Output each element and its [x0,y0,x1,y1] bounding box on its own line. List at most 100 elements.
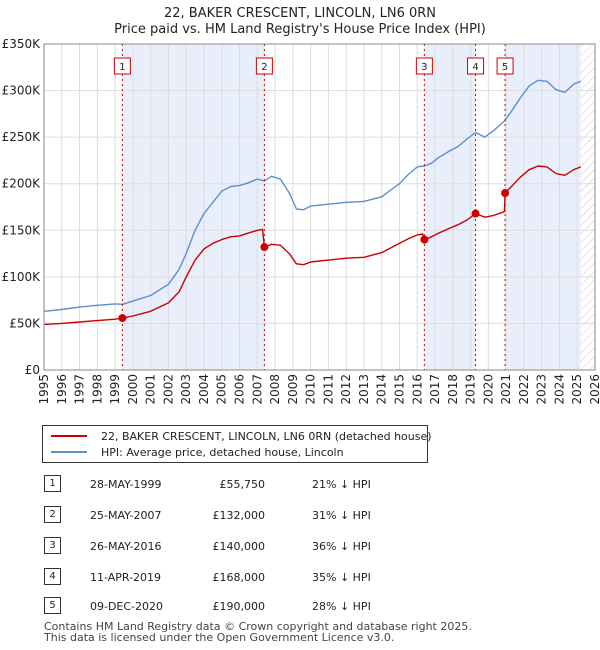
transaction-label-box [255,57,273,75]
row-date: 11-APR-2019 [90,571,162,584]
x-tick-label: 2013 [357,374,371,405]
legend-item-property: 22, BAKER CRESCENT, LINCOLN, LN6 0RN (de… [51,428,432,444]
transaction-label: 2 [261,62,267,73]
legend-swatch-property [51,435,87,437]
x-tick-label: 2003 [179,374,193,405]
x-tick-label: 2001 [144,374,158,405]
x-tick-label: 1995 [37,374,51,405]
row-hpi-diff: 36% ↓ HPI [312,540,371,553]
price-chart: 22, BAKER CRESCENT, LINCOLN, LN6 0RN Pri… [2,6,600,405]
row-date: 09-DEC-2020 [90,600,164,613]
y-tick-label: £50K [9,316,41,330]
hpi-series-line [43,79,582,312]
transaction-point [501,189,510,198]
plot-frame [43,43,596,371]
x-tick-label: 2023 [535,374,549,405]
legend-label-hpi: HPI: Average price, detached house, Linc… [101,445,344,459]
legend: 22, BAKER CRESCENT, LINCOLN, LN6 0RN (de… [42,425,432,463]
transaction-label: 1 [119,62,125,73]
transaction-label-box [496,57,514,75]
x-tick-label: 2006 [233,374,247,405]
table-row: 2 25-MAY-2007 £132,000 31% ↓ HPI [0,506,600,526]
x-tick-label: 1998 [90,374,104,405]
row-number-badge: 1 [44,475,61,492]
x-tick-label: 2026 [588,374,600,405]
x-tick-label: 2019 [464,374,478,405]
row-number-badge: 3 [44,537,61,554]
y-tick-label: £300K [2,84,42,98]
x-tick-label: 2002 [161,374,175,405]
transaction-label-box [113,57,131,75]
footer: Contains HM Land Registry data © Crown c… [44,621,472,643]
x-tick-label: 2015 [392,374,406,405]
transaction-label: 3 [421,62,427,73]
table-row: 4 11-APR-2019 £168,000 35% ↓ HPI [0,568,600,588]
x-tick-label: 2008 [268,374,282,405]
x-tick-label: 2004 [197,374,211,405]
x-tick-label: 2012 [339,374,353,405]
x-tick-label: 2022 [517,374,531,405]
row-number-badge: 2 [44,506,61,523]
footer-copyright: Contains HM Land Registry data © Crown c… [44,620,472,633]
x-tick-label: 2020 [481,374,495,405]
row-price: £190,000 [212,600,266,613]
y-tick-label: £350K [2,37,42,51]
x-tick-label: 2024 [552,374,566,405]
x-tick-label: 2021 [499,374,513,405]
table-row: 3 26-MAY-2016 £140,000 36% ↓ HPI [0,537,600,557]
x-tick-label: 2016 [410,374,424,405]
legend-item-hpi: HPI: Average price, detached house, Linc… [51,444,344,460]
legend-label-property: 22, BAKER CRESCENT, LINCOLN, LN6 0RN (de… [101,429,432,443]
transaction-label: 5 [502,62,508,73]
row-price: £55,750 [219,478,266,491]
footer-licence: This data is licensed under the Open Gov… [44,631,395,644]
plot-area: £0 £50K £100K £150K £200K £250K £300K £350K 1995… [2,37,600,405]
x-tick-label: 2025 [570,374,584,405]
transaction-label-box [467,57,485,75]
x-tick-label: 2017 [428,374,442,405]
x-tick-label: 2000 [126,374,140,405]
row-price: £132,000 [212,509,266,522]
row-number-badge: 4 [44,568,61,585]
row-date: 26-MAY-2016 [90,540,162,553]
ownership-period-band [122,44,265,370]
row-hpi-diff: 28% ↓ HPI [312,600,371,613]
row-hpi-diff: 31% ↓ HPI [312,509,371,522]
transaction-point [420,235,429,244]
x-tick-label: 2005 [215,374,229,405]
row-date: 28-MAY-1999 [90,478,162,491]
ownership-period-band [505,44,581,370]
x-tick-label: 2007 [250,374,264,405]
y-tick-label: £150K [2,223,42,237]
y-tick-label: £250K [2,130,42,144]
legend-swatch-hpi [51,451,87,453]
transaction-label: 4 [472,62,478,73]
transaction-label-box [415,57,433,75]
ownership-period-band [424,44,476,370]
x-tick-label: 1999 [108,374,122,405]
row-date: 25-MAY-2007 [90,509,162,522]
chart-subtitle: Price paid vs. HM Land Registry's House … [114,22,486,37]
x-tick-label: 2009 [286,374,300,405]
row-price: £140,000 [212,540,266,553]
x-tick-label: 2010 [304,374,318,405]
transaction-point [260,243,269,252]
table-row: 1 28-MAY-1999 £55,750 21% ↓ HPI [0,475,600,495]
x-tick-label: 2018 [446,374,460,405]
x-tick-label: 1996 [55,374,69,405]
x-tick-label: 2011 [321,374,335,405]
x-tick-label: 2014 [375,374,389,405]
y-tick-label: £100K [2,270,42,284]
chart-title: 22, BAKER CRESCENT, LINCOLN, LN6 0RN [164,6,436,21]
row-number-badge: 5 [44,597,61,614]
forecast-region [580,44,595,370]
row-price: £168,000 [212,571,266,584]
transaction-point [471,209,480,218]
y-tick-label: £200K [2,177,42,191]
transaction-point [118,314,127,323]
x-tick-label: 1997 [73,374,87,405]
table-row: 5 09-DEC-2020 £190,000 28% ↓ HPI [0,597,600,617]
y-tick-label: £0 [25,363,40,377]
row-hpi-diff: 21% ↓ HPI [312,478,371,491]
row-hpi-diff: 35% ↓ HPI [312,571,371,584]
